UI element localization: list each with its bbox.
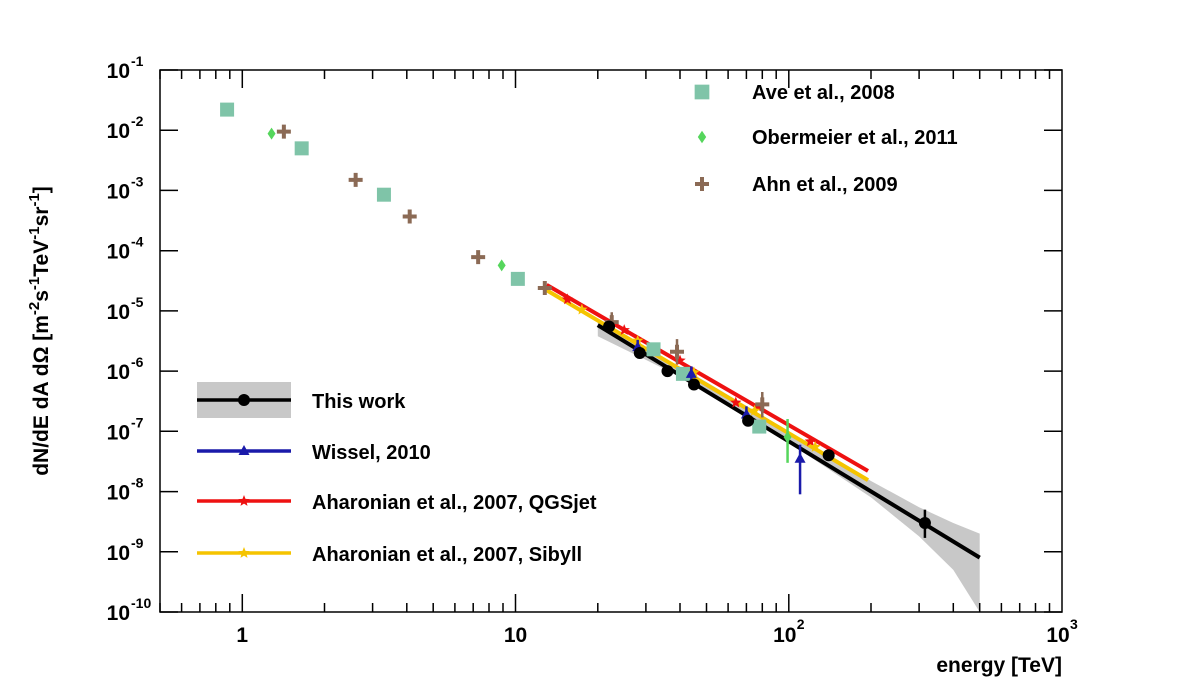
data-points — [220, 102, 931, 538]
data-point — [748, 404, 761, 416]
data-point — [685, 367, 697, 378]
data-point — [561, 293, 574, 305]
legend-marker — [697, 130, 707, 144]
y-axis-title-part: TeV — [30, 240, 53, 277]
legend-label: Aharonian et al., 2007, Sibyll — [312, 544, 582, 566]
y-tick-label: 10 — [107, 602, 130, 625]
data-point — [603, 320, 616, 333]
data-point — [402, 209, 417, 224]
data-point — [783, 431, 792, 444]
data-point — [348, 172, 363, 187]
y-axis-title-part: sr — [30, 207, 53, 227]
y-tick-exponent: -10 — [131, 595, 151, 611]
data-point — [675, 366, 690, 381]
y-tick-exponent: -2 — [131, 113, 144, 129]
y-tick-exponent: -5 — [131, 294, 144, 310]
data-point — [471, 250, 486, 265]
legend-label: Obermeier et al., 2011 — [752, 127, 958, 149]
legend-marker — [238, 445, 250, 455]
y-tick-label: 10 — [107, 421, 130, 444]
data-point — [755, 397, 770, 412]
tick-marks — [159, 69, 1062, 613]
legend-label: This work — [312, 391, 406, 413]
data-point — [822, 449, 835, 462]
data-point — [752, 419, 767, 434]
data-point — [674, 354, 686, 366]
y-tick-label: 10 — [107, 120, 130, 143]
x-tick-exponent: 2 — [797, 616, 805, 632]
legend-label: Ahn et al., 2009 — [752, 174, 898, 196]
data-point — [633, 346, 646, 359]
data-point — [276, 124, 291, 139]
y-axis-title: dN/dE dA dΩ [m-2s-1TeV-1sr-1] — [26, 186, 53, 476]
legend-label: Wissel, 2010 — [312, 442, 431, 464]
x-axis-title: energy [TeV] — [936, 654, 1062, 677]
data-point — [687, 378, 700, 391]
x-tick-label: 1 — [236, 624, 248, 647]
data-point — [730, 396, 742, 408]
legend-marker — [694, 84, 710, 100]
y-axis-title-exponent: -2 — [26, 302, 43, 315]
data-point — [497, 259, 506, 272]
fit-line — [545, 283, 870, 473]
y-axis-title-part: dN/dE dA dΩ [m — [30, 315, 53, 476]
data-point — [576, 303, 588, 315]
data-point — [376, 187, 391, 202]
data-point — [220, 102, 235, 117]
data-point — [688, 366, 700, 378]
y-axis-title-exponent: -1 — [26, 277, 43, 290]
y-tick-exponent: -6 — [131, 354, 144, 370]
y-tick-label: 10 — [107, 361, 130, 384]
data-point — [661, 365, 674, 378]
legend-marker — [238, 495, 250, 506]
fit-line — [545, 288, 870, 482]
band-area — [597, 321, 980, 612]
data-point — [294, 141, 309, 156]
axis-tick-labels: 1 10 10 2 10 310 -110 -210 -310 -410 -510 -610 -710-… — [107, 53, 1078, 647]
y-axis-title-part: s — [30, 290, 53, 302]
x-tick-label: 10 — [773, 624, 796, 647]
legend-marker — [238, 547, 250, 558]
y-tick-label: 10 — [107, 241, 130, 264]
y-axis-title-exponent: -1 — [26, 226, 43, 239]
y-tick-label: 10 — [107, 60, 130, 83]
data-point — [537, 280, 552, 295]
data-point — [618, 324, 630, 335]
data-point — [646, 342, 661, 357]
y-tick-exponent: -3 — [131, 173, 144, 189]
y-tick-label: 10 — [107, 301, 130, 324]
legend-marker — [238, 394, 250, 406]
y-tick-exponent: -8 — [131, 475, 144, 491]
data-point — [918, 517, 931, 530]
legend-label: Ave et al., 2008 — [752, 82, 895, 104]
y-tick-label: 10 — [107, 482, 130, 505]
plot-frame — [159, 69, 1063, 613]
data-point — [804, 435, 817, 447]
y-axis-title-exponent: -1 — [26, 193, 43, 206]
y-axis-title-part: ] — [30, 186, 53, 193]
data-point — [809, 441, 821, 452]
y-tick-exponent: -7 — [131, 414, 144, 430]
y-tick-label: 10 — [107, 180, 130, 203]
data-point — [742, 414, 755, 427]
data-point — [794, 452, 806, 463]
legend-label: Aharonian et al., 2007, QGSjet — [312, 492, 597, 514]
y-tick-exponent: -9 — [131, 535, 144, 551]
x-tick-label: 10 — [1046, 624, 1069, 647]
legend-marker — [695, 177, 709, 191]
x-tick-label: 10 — [504, 624, 527, 647]
y-tick-label: 10 — [107, 542, 130, 565]
axis-ticks — [159, 69, 1062, 613]
legend: Ave et al., 2008 Obermeier et al., 2011 Ah… — [197, 82, 958, 566]
data-point — [510, 271, 525, 286]
x-tick-exponent: 3 — [1070, 616, 1078, 632]
data-point — [267, 127, 276, 140]
y-tick-exponent: -1 — [131, 53, 144, 69]
this-work-uncertainty-band — [597, 321, 980, 612]
data-point — [670, 344, 685, 359]
y-tick-exponent: -4 — [131, 234, 144, 250]
